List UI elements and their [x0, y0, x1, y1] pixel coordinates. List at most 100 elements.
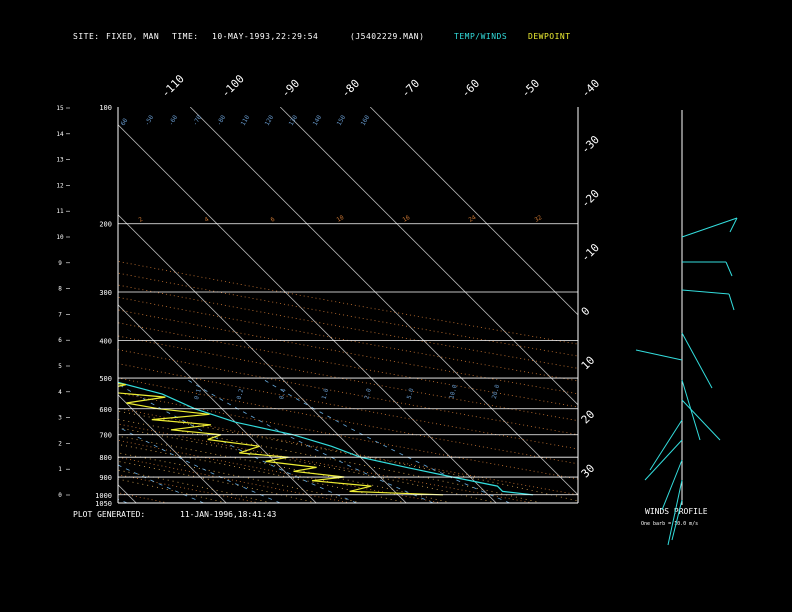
time-value: 10-MAY-1993,22:29:54 [212, 32, 319, 41]
right-temp-tick-label: 0 [579, 304, 593, 318]
winds-profile-note: One barb = 10.0 m/s [641, 521, 699, 527]
height-tick-label: 7 [58, 311, 62, 318]
height-tick-label: 5 [58, 363, 62, 370]
pressure-tick-label: 1050 [95, 500, 112, 508]
thetae-label: 2 [138, 216, 145, 224]
plot-area [0, 107, 578, 503]
top-isotherm-label: 110 [240, 114, 252, 127]
top-isotherm-label: -80 [216, 114, 228, 127]
top-temp-tick-label: -60 [459, 77, 482, 100]
mixing-ratio-line [260, 377, 510, 503]
mixing-ratio-label: 0.1 [193, 388, 203, 401]
dry-adiabat [118, 492, 169, 503]
isotherm-line [118, 124, 497, 503]
dry-adiabat [118, 349, 578, 436]
height-tick-label: 0 [58, 492, 62, 499]
height-tick-label: 9 [58, 260, 62, 267]
mixing-ratio-label: 1.0 [321, 387, 331, 400]
right-temp-tick-label: 10 [579, 354, 598, 373]
top-isotherm-label: 130 [288, 114, 300, 127]
moist-adiabat [118, 452, 362, 503]
pressure-tick-label: 500 [99, 375, 112, 383]
pressure-tick-label: 900 [99, 474, 112, 482]
temperature-profile-line [118, 381, 534, 496]
dry-adiabat [118, 260, 578, 345]
mixing-ratio-line [0, 378, 51, 503]
mixing-ratio-line [184, 377, 434, 503]
dry-adiabat [118, 296, 578, 382]
isotherm-line [189, 107, 578, 496]
height-tick-label: 13 [56, 157, 64, 164]
height-tick-label: 2 [58, 440, 62, 447]
height-tick-label: 10 [56, 234, 64, 241]
wind-barb [681, 332, 713, 389]
dry-adiabat [118, 363, 578, 450]
time-label: TIME: [172, 32, 199, 41]
height-tick-label: 11 [56, 208, 64, 215]
thetae-label: 24 [468, 214, 478, 224]
dry-adiabat [118, 439, 443, 503]
height-tick-label: 14 [56, 131, 64, 138]
dry-adiabat [118, 322, 578, 408]
moist-adiabat [118, 435, 452, 503]
mixing-ratio-label: 0.4 [278, 388, 288, 401]
dry-adiabat [118, 284, 578, 369]
top-isotherm-label: 150 [336, 114, 348, 127]
pressure-tick-label: 700 [99, 432, 112, 440]
dry-adiabat [118, 377, 578, 465]
plot-generated-value: 11-JAN-1996,18:41:43 [180, 510, 277, 519]
thetae-label: 6 [270, 216, 277, 224]
wind-barb [671, 499, 683, 541]
wind-barb [644, 439, 683, 481]
isotherm-line [369, 107, 578, 316]
height-tick-label: 3 [58, 415, 62, 422]
site-value: FIXED, MAN [106, 32, 160, 41]
wind-barb-flag [728, 293, 735, 311]
top-isotherm-label: -60 [168, 114, 180, 127]
top-temp-tick-label: -110 [159, 72, 187, 100]
right-temp-tick-label: 30 [579, 462, 598, 481]
dry-adiabat [118, 272, 578, 357]
winds-profile-title: WINDS PROFILE [645, 507, 708, 516]
pressure-tick-label: 800 [99, 454, 112, 462]
mixing-ratio-label: 10.0 [448, 384, 459, 400]
moist-adiabat [118, 419, 542, 503]
top-isotherm-label: 120 [264, 114, 276, 127]
height-tick-label: 12 [56, 182, 64, 189]
top-isotherm-label: 140 [312, 114, 324, 127]
moist-adiabat [118, 427, 497, 503]
top-isotherm-label: 160 [360, 114, 372, 127]
isotherm-line [118, 214, 407, 503]
moist-adiabat [118, 469, 272, 503]
isotherm-line [0, 107, 46, 503]
dry-adiabat [118, 474, 260, 503]
right-temp-tick-label: -20 [579, 187, 602, 210]
top-temp-tick-label: -50 [519, 77, 542, 100]
mixing-ratio-line [118, 498, 128, 503]
dry-adiabat [118, 456, 351, 503]
dry-adiabat [118, 423, 534, 503]
thetae-label: 10 [336, 214, 346, 224]
mixing-ratio-line [118, 383, 357, 503]
top-isotherm-label: 60 [120, 117, 130, 127]
moist-adiabat [118, 410, 578, 502]
moist-adiabat [118, 478, 227, 503]
dry-adiabat [118, 392, 578, 480]
wind-barb [667, 479, 683, 546]
mixing-ratio-line [118, 426, 281, 503]
wind-barb [681, 289, 730, 295]
plot-generated-label: PLOT GENERATED: [73, 510, 146, 519]
file-value: (J5402229.MAN) [350, 32, 425, 41]
wind-barb [649, 419, 683, 471]
mixing-ratio-line [118, 464, 204, 503]
mixing-ratio-label: 20.0 [491, 383, 502, 399]
height-tick-label: 1 [58, 466, 62, 473]
top-temp-tick-label: -100 [219, 72, 247, 100]
top-isotherm-label: -50 [144, 114, 156, 127]
pressure-tick-label: 200 [99, 221, 112, 229]
mixing-ratio-label: 2.0 [363, 387, 373, 400]
isotherm-line [118, 394, 227, 503]
right-temp-tick-label: -10 [579, 241, 602, 264]
thetae-label: 32 [534, 214, 544, 224]
mixing-ratio-label: 0.2 [236, 388, 246, 401]
